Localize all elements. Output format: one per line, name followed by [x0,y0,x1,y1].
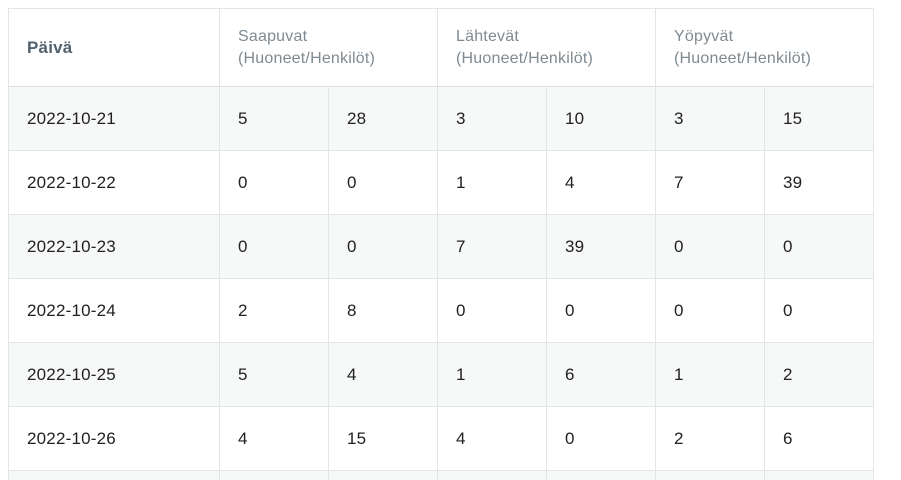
value-cell: 6 [764,406,874,471]
group-label: Lähtevät [456,27,519,45]
value-cell: 10 [546,86,656,151]
value-cell: 1 [437,150,547,215]
column-header-yopyvat: Yöpyvät (Huoneet/Henkilöt) [655,8,874,87]
value-cell [655,470,765,480]
group-sublabel: (Huoneet/Henkilöt) [674,49,811,67]
column-header-day: Päivä [8,8,220,87]
table-row-partial [8,470,874,480]
value-cell: 0 [546,406,656,471]
value-cell: 0 [655,278,765,343]
column-header-lahtevat: Lähtevät (Huoneet/Henkilöt) [437,8,656,87]
date-cell: 2022-10-25 [8,342,220,407]
date-cell [8,470,220,480]
date-cell: 2022-10-22 [8,150,220,215]
value-cell [219,470,329,480]
value-cell: 4 [437,406,547,471]
value-cell: 0 [655,214,765,279]
date-cell: 2022-10-21 [8,86,220,151]
value-cell: 39 [546,214,656,279]
header-row: Päivä Saapuvat (Huoneet/Henkilöt) Lähtev… [8,8,874,87]
value-cell: 0 [219,214,329,279]
value-cell: 1 [437,342,547,407]
occupancy-table-container: Päivä Saapuvat (Huoneet/Henkilöt) Lähtev… [8,8,874,480]
value-cell: 1 [655,342,765,407]
value-cell: 6 [546,342,656,407]
value-cell [546,470,656,480]
group-sublabel: (Huoneet/Henkilöt) [238,49,375,67]
value-cell: 0 [219,150,329,215]
value-cell: 2 [764,342,874,407]
value-cell: 0 [764,214,874,279]
value-cell: 0 [437,278,547,343]
table-row: 2022-10-24 2 8 0 0 0 0 [8,278,874,343]
column-header-saapuvat: Saapuvat (Huoneet/Henkilöt) [219,8,438,87]
value-cell: 0 [328,150,438,215]
value-cell: 8 [328,278,438,343]
date-cell: 2022-10-23 [8,214,220,279]
value-cell: 39 [764,150,874,215]
date-cell: 2022-10-24 [8,278,220,343]
value-cell: 7 [655,150,765,215]
table-row: 2022-10-25 5 4 1 6 1 2 [8,342,874,407]
value-cell: 28 [328,86,438,151]
value-cell: 2 [655,406,765,471]
group-label: Yöpyvät [674,27,734,45]
value-cell: 3 [655,86,765,151]
table-row: 2022-10-22 0 0 1 4 7 39 [8,150,874,215]
value-cell: 15 [328,406,438,471]
value-cell: 5 [219,86,329,151]
group-label: Saapuvat [238,27,308,45]
value-cell: 15 [764,86,874,151]
date-cell: 2022-10-26 [8,406,220,471]
occupancy-table: Päivä Saapuvat (Huoneet/Henkilöt) Lähtev… [8,8,874,480]
value-cell: 4 [219,406,329,471]
value-cell [328,470,438,480]
value-cell: 0 [546,278,656,343]
value-cell: 2 [219,278,329,343]
group-sublabel: (Huoneet/Henkilöt) [456,49,593,67]
value-cell: 4 [546,150,656,215]
value-cell [764,470,874,480]
table-row: 2022-10-23 0 0 7 39 0 0 [8,214,874,279]
value-cell: 7 [437,214,547,279]
table-row: 2022-10-21 5 28 3 10 3 15 [8,86,874,151]
value-cell: 4 [328,342,438,407]
value-cell: 0 [764,278,874,343]
value-cell: 0 [328,214,438,279]
table-row: 2022-10-26 4 15 4 0 2 6 [8,406,874,471]
value-cell: 3 [437,86,547,151]
value-cell [437,470,547,480]
value-cell: 5 [219,342,329,407]
